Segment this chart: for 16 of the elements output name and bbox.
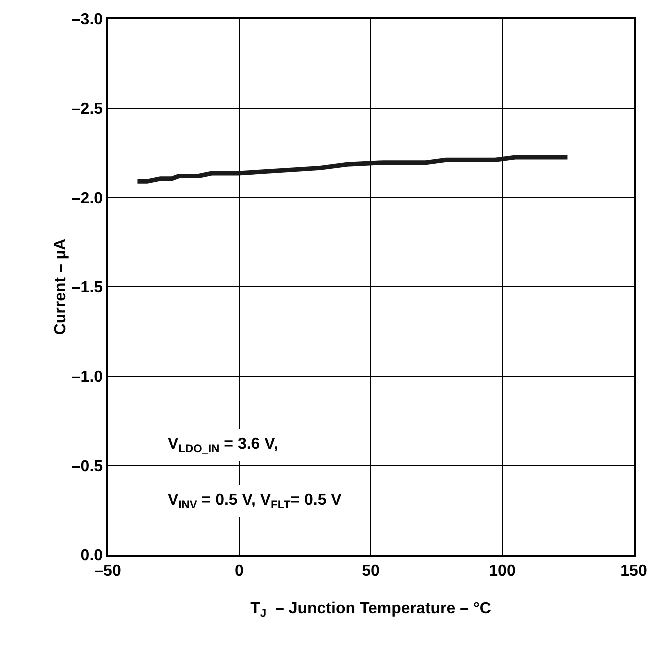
y-tick-label: –0.5 xyxy=(72,458,104,476)
y-tick-label: –3.0 xyxy=(72,12,104,29)
x-tick-label: 100 xyxy=(489,562,516,580)
y-tick-label: –2.0 xyxy=(72,190,104,208)
x-tick-label: 0 xyxy=(235,562,244,580)
annotation: V$_{LDO_IN}$ = 3.6 V, xyxy=(168,436,278,456)
x-tick-label: 50 xyxy=(362,562,380,580)
y-tick-label: –2.5 xyxy=(72,100,104,118)
y-axis-title: Current – µA xyxy=(52,238,70,336)
x-tick-label: –50 xyxy=(94,562,122,580)
annotation: V$_{INV}$ = 0.5 V, V$_{FLT}$= 0.5 V xyxy=(168,492,342,512)
x-tick-label: 150 xyxy=(620,562,648,580)
x-axis-title: T$_{J}$ – Junction Temperature – °C xyxy=(250,600,492,620)
y-tick-label: –1.5 xyxy=(72,280,104,297)
y-tick-label: –1.0 xyxy=(72,368,104,386)
y-tick-label: 0.0 xyxy=(80,548,104,565)
